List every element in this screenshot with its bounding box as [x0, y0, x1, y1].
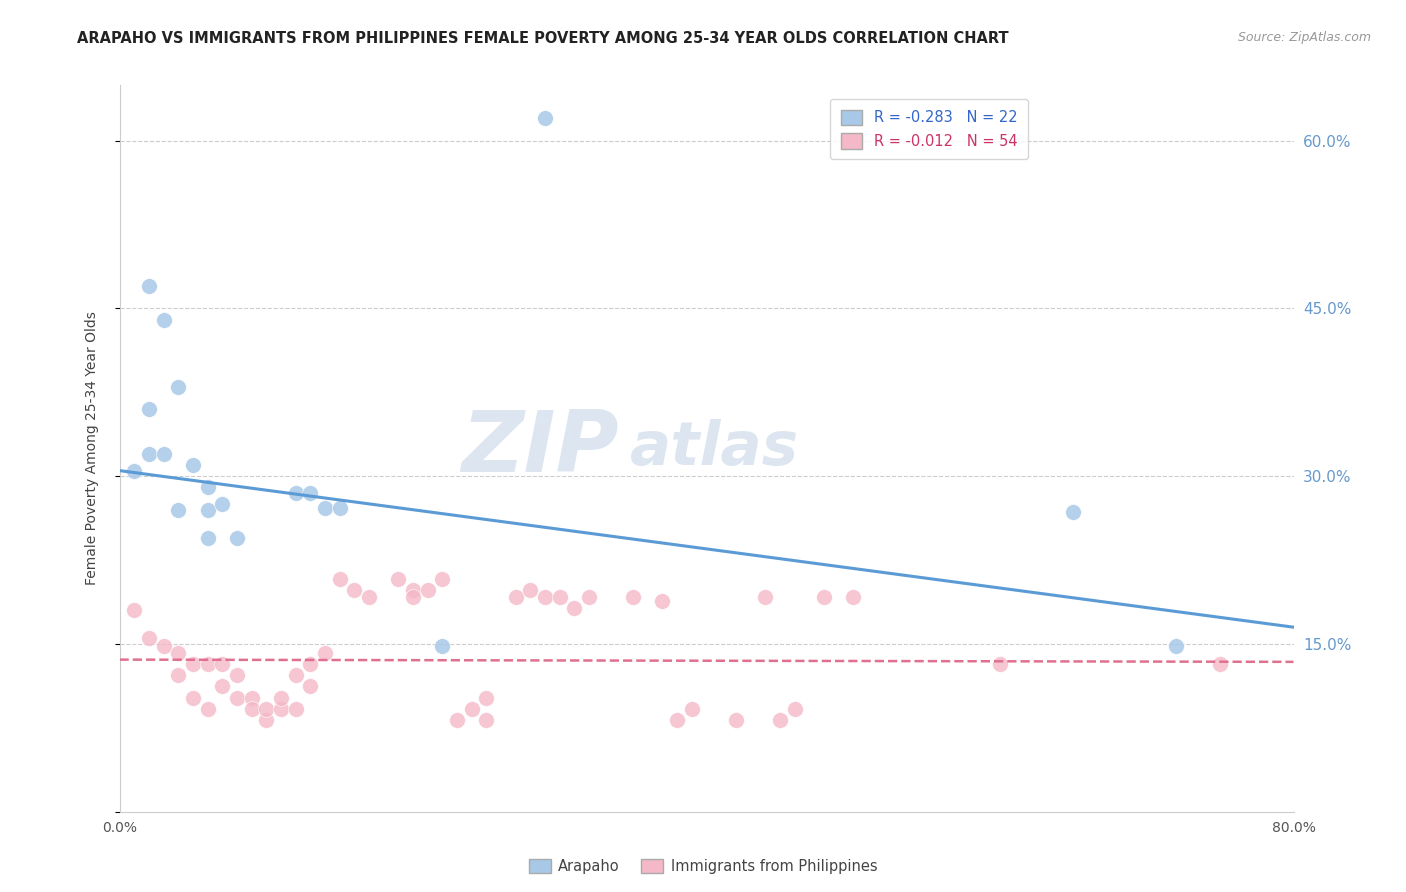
Point	[122, 603, 145, 617]
Point	[197, 702, 219, 716]
Point	[651, 594, 673, 608]
Point	[416, 583, 439, 598]
Point	[197, 502, 219, 516]
Point	[475, 713, 498, 727]
Point	[211, 680, 233, 694]
Point	[270, 702, 292, 716]
Point	[329, 500, 352, 515]
Point	[138, 279, 160, 293]
Point	[197, 531, 219, 545]
Point	[329, 572, 352, 586]
Point	[621, 590, 644, 604]
Point	[1062, 505, 1084, 519]
Point	[152, 447, 174, 461]
Point	[988, 657, 1011, 671]
Point	[152, 639, 174, 653]
Point	[578, 590, 600, 604]
Point	[783, 702, 806, 716]
Point	[181, 690, 204, 705]
Point	[299, 657, 322, 671]
Point	[254, 702, 277, 716]
Point	[197, 657, 219, 671]
Point	[138, 632, 160, 646]
Point	[284, 486, 307, 500]
Point	[769, 713, 792, 727]
Point	[152, 312, 174, 326]
Point	[299, 680, 322, 694]
Point	[167, 646, 190, 660]
Point	[1209, 657, 1232, 671]
Point	[138, 402, 160, 417]
Text: atlas: atlas	[630, 418, 800, 478]
Point	[167, 380, 190, 394]
Point	[432, 639, 454, 653]
Point	[181, 657, 204, 671]
Point	[666, 713, 689, 727]
Point	[284, 702, 307, 716]
Point	[314, 500, 336, 515]
Text: ARAPAHO VS IMMIGRANTS FROM PHILIPPINES FEMALE POVERTY AMONG 25-34 YEAR OLDS CORR: ARAPAHO VS IMMIGRANTS FROM PHILIPPINES F…	[77, 31, 1010, 46]
Point	[167, 502, 190, 516]
Legend: Arapaho, Immigrants from Philippines: Arapaho, Immigrants from Philippines	[523, 854, 883, 880]
Point	[1164, 639, 1187, 653]
Point	[240, 690, 263, 705]
Point	[299, 486, 322, 500]
Point	[138, 447, 160, 461]
Point	[181, 458, 204, 472]
Point	[446, 713, 468, 727]
Point	[519, 583, 541, 598]
Point	[534, 112, 557, 126]
Point	[122, 464, 145, 478]
Point	[387, 572, 409, 586]
Point	[211, 657, 233, 671]
Point	[314, 646, 336, 660]
Point	[724, 713, 747, 727]
Point	[197, 480, 219, 494]
Point	[357, 590, 380, 604]
Point	[842, 590, 865, 604]
Point	[402, 583, 425, 598]
Text: Source: ZipAtlas.com: Source: ZipAtlas.com	[1237, 31, 1371, 45]
Point	[402, 590, 425, 604]
Point	[284, 668, 307, 682]
Point	[505, 590, 527, 604]
Y-axis label: Female Poverty Among 25-34 Year Olds: Female Poverty Among 25-34 Year Olds	[84, 311, 98, 585]
Point	[564, 601, 586, 615]
Point	[167, 668, 190, 682]
Point	[270, 690, 292, 705]
Point	[754, 590, 776, 604]
Point	[225, 668, 249, 682]
Point	[534, 590, 557, 604]
Text: ZIP: ZIP	[461, 407, 619, 490]
Point	[343, 583, 366, 598]
Point	[225, 531, 249, 545]
Point	[225, 690, 249, 705]
Legend: R = -0.283   N = 22, R = -0.012   N = 54: R = -0.283 N = 22, R = -0.012 N = 54	[831, 99, 1028, 159]
Point	[813, 590, 835, 604]
Point	[460, 702, 484, 716]
Point	[548, 590, 571, 604]
Point	[432, 572, 454, 586]
Point	[211, 497, 233, 511]
Point	[475, 690, 498, 705]
Point	[240, 702, 263, 716]
Point	[681, 702, 703, 716]
Point	[254, 713, 277, 727]
